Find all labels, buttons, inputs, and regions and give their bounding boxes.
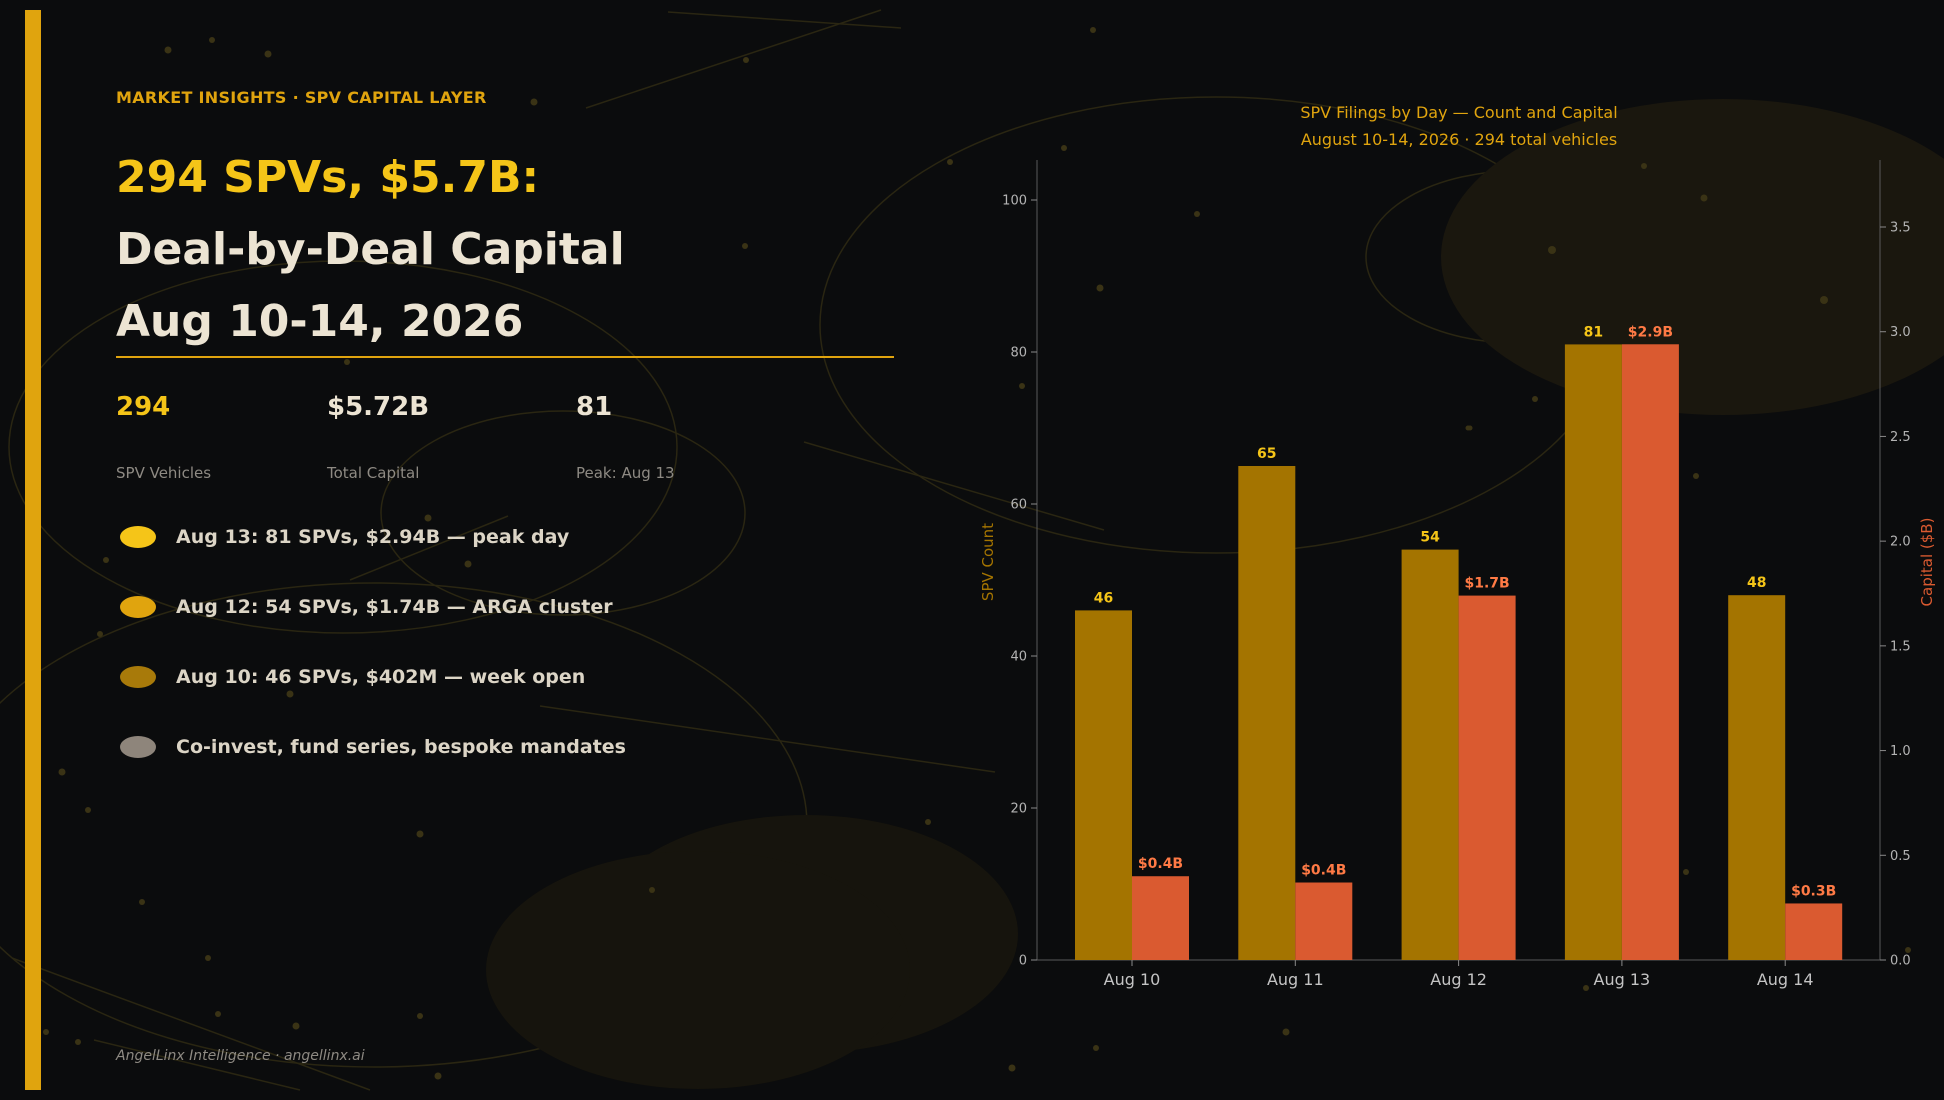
stat-total-capital-label: Total Capital [327, 464, 420, 482]
y2-tick-label: 1.5 [1890, 639, 1911, 654]
bullet-item: Aug 12: 54 SPVs, $1.74B — ARGA cluster [120, 592, 613, 622]
footer-credit: AngelLinx Intelligence · angellinx.ai [116, 1048, 365, 1064]
capital-data-label: $2.9B [1628, 324, 1673, 340]
headline-line-1: 294 SPVs, $5.7B: [116, 152, 540, 203]
y-tick-label: 20 [1010, 802, 1027, 817]
bullet-text: Aug 12: 54 SPVs, $1.74B — ARGA cluster [176, 596, 613, 618]
bullet-item: Aug 10: 46 SPVs, $402M — week open [120, 662, 585, 692]
bullet-text: Aug 13: 81 SPVs, $2.94B — peak day [176, 526, 570, 548]
chart-subtitle: August 10-14, 2026 · 294 total vehicles [1301, 130, 1617, 149]
capital-data-label: $0.4B [1138, 856, 1183, 872]
stat-spv-vehicles-value: 294 [116, 392, 171, 422]
headline-line-3: Aug 10-14, 2026 [116, 296, 524, 347]
capital-data-label: $1.7B [1464, 576, 1509, 592]
stat-peak-value: 81 [576, 392, 613, 422]
bullet-dot-icon [120, 666, 156, 688]
headline-divider [116, 356, 894, 358]
spv-count-data-label: 65 [1257, 446, 1276, 462]
spv-count-bar [1728, 595, 1786, 960]
capital-bar [1458, 595, 1516, 960]
y2-tick-label: 2.0 [1890, 535, 1911, 550]
spv-count-bar [1075, 610, 1132, 960]
y2-axis-label: Capital ($B) [1918, 518, 1936, 607]
y-tick-label: 60 [1010, 498, 1027, 513]
stat-total-capital-value: $5.72B [327, 392, 430, 422]
y2-tick-label: 2.5 [1890, 430, 1911, 445]
y2-tick-label: 3.0 [1890, 325, 1911, 340]
bullet-item: Co-invest, fund series, bespoke mandates [120, 732, 626, 762]
bullet-text: Aug 10: 46 SPVs, $402M — week open [176, 666, 586, 688]
spv-filings-chart: SPV Filings by Day — Count and Capital A… [979, 103, 1936, 989]
capital-bar [1621, 344, 1679, 960]
y2-tick-label: 3.5 [1890, 221, 1911, 236]
capital-data-label: $0.4B [1301, 863, 1346, 879]
bullet-text: Co-invest, fund series, bespoke mandates [176, 736, 626, 758]
chart-title: SPV Filings by Day — Count and Capital [1300, 103, 1617, 122]
spv-count-data-label: 46 [1094, 590, 1113, 606]
stat-peak-label: Peak: Aug 13 [576, 464, 675, 482]
spv-count-data-label: 54 [1420, 530, 1440, 546]
y-tick-label: 40 [1010, 650, 1027, 665]
spv-count-bar [1401, 549, 1459, 960]
x-tick-label: Aug 10 [1104, 970, 1161, 989]
capital-data-label: $0.3B [1791, 883, 1836, 899]
x-tick-label: Aug 14 [1757, 970, 1814, 989]
y-tick-label: 100 [1002, 194, 1027, 209]
y2-tick-label: 0.5 [1890, 849, 1911, 864]
spv-count-bar [1564, 344, 1622, 960]
headline-line-2: Deal-by-Deal Capital [116, 224, 625, 275]
y-axis-label: SPV Count [979, 523, 997, 601]
accent-bar [25, 10, 41, 1090]
bullet-dot-icon [120, 736, 156, 758]
y-tick-label: 0 [1019, 954, 1027, 969]
bullet-dot-icon [120, 526, 156, 548]
y2-tick-label: 1.0 [1890, 744, 1911, 759]
kicker-label: MARKET INSIGHTS · SPV CAPITAL LAYER [116, 88, 487, 107]
y2-tick-label: 0.0 [1890, 954, 1911, 969]
stat-spv-vehicles-label: SPV Vehicles [116, 464, 212, 482]
spv-count-data-label: 48 [1747, 575, 1766, 591]
capital-bar [1785, 903, 1843, 960]
x-tick-label: Aug 12 [1430, 970, 1487, 989]
spv-count-data-label: 81 [1584, 324, 1603, 340]
bullet-item: Aug 13: 81 SPVs, $2.94B — peak day [120, 522, 569, 552]
bullet-dot-icon [120, 596, 156, 618]
capital-bar [1132, 876, 1189, 960]
y-tick-label: 80 [1010, 346, 1027, 361]
x-tick-label: Aug 13 [1594, 970, 1651, 989]
x-tick-label: Aug 11 [1267, 970, 1324, 989]
spv-count-bar [1238, 466, 1296, 960]
capital-bar [1295, 882, 1353, 960]
